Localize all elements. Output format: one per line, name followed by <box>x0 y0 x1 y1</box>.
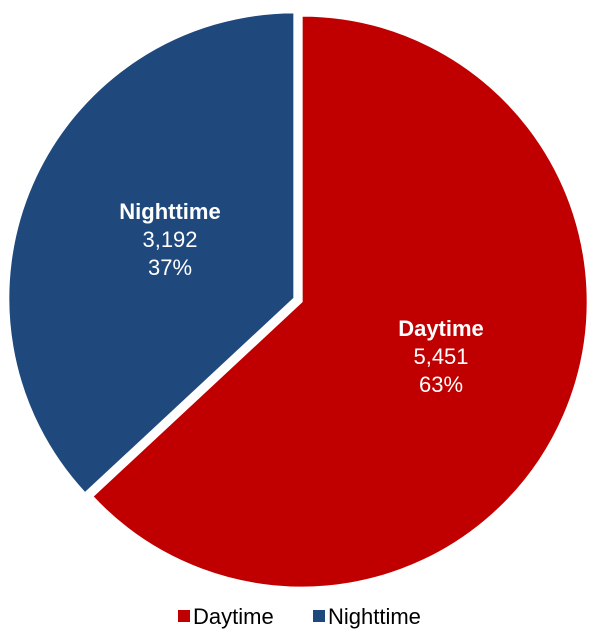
data-label-nighttime-percent: 37% <box>148 255 192 280</box>
data-label-daytime-percent: 63% <box>419 372 463 397</box>
pie-slice-nighttime <box>7 11 296 495</box>
data-label-nighttime-name: Nighttime <box>119 199 220 224</box>
data-label-daytime-value: 5,451 <box>413 344 468 369</box>
pie-slice-daytime <box>90 14 589 589</box>
legend-swatch-daytime <box>178 610 190 622</box>
pie-slices <box>7 11 589 589</box>
legend: Daytime Nighttime <box>178 604 421 629</box>
legend-swatch-nighttime <box>313 610 325 622</box>
legend-label-daytime: Daytime <box>193 604 274 629</box>
data-label-daytime-name: Daytime <box>398 316 484 341</box>
slice-labels: Daytime 5,451 63% Nighttime 3,192 37% <box>119 199 484 397</box>
legend-label-nighttime: Nighttime <box>328 604 421 629</box>
data-label-nighttime-value: 3,192 <box>142 227 197 252</box>
